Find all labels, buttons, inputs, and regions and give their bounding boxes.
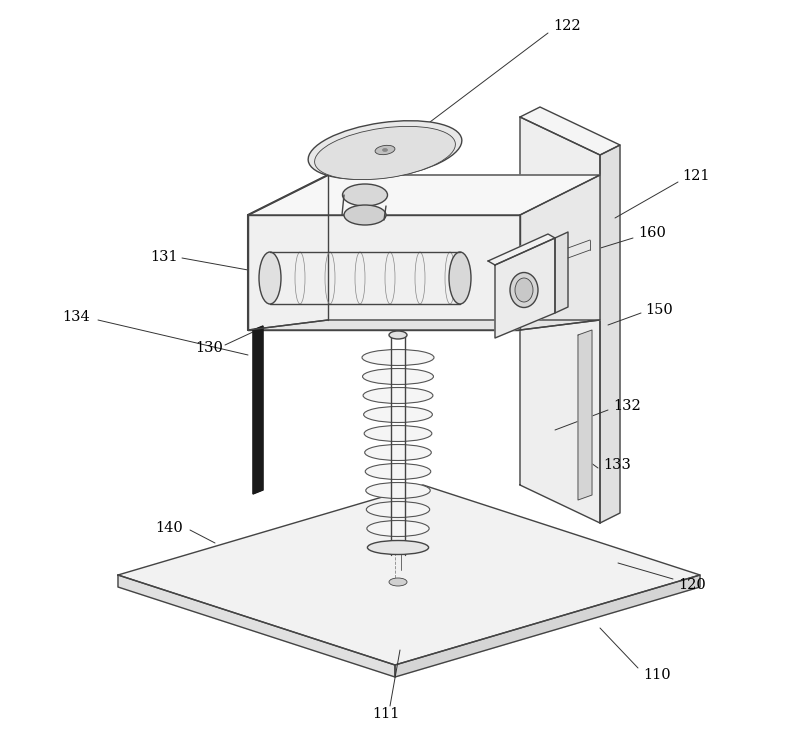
Ellipse shape xyxy=(362,369,434,384)
Ellipse shape xyxy=(308,121,462,180)
Text: 111: 111 xyxy=(372,707,399,721)
Polygon shape xyxy=(253,326,263,494)
Ellipse shape xyxy=(389,578,407,586)
Ellipse shape xyxy=(364,406,432,422)
Ellipse shape xyxy=(389,331,407,339)
Polygon shape xyxy=(600,145,620,523)
Ellipse shape xyxy=(364,425,432,442)
Polygon shape xyxy=(555,232,568,313)
Text: 150: 150 xyxy=(645,303,673,317)
Text: 131: 131 xyxy=(150,250,178,264)
Text: 110: 110 xyxy=(643,668,670,682)
Ellipse shape xyxy=(449,252,471,304)
Polygon shape xyxy=(395,575,700,677)
Polygon shape xyxy=(118,485,700,665)
Polygon shape xyxy=(520,175,600,330)
Ellipse shape xyxy=(510,272,538,308)
Text: 122: 122 xyxy=(553,19,581,33)
Polygon shape xyxy=(488,234,555,265)
Ellipse shape xyxy=(365,445,431,461)
Text: 121: 121 xyxy=(682,169,710,183)
Polygon shape xyxy=(118,575,395,677)
Text: 120: 120 xyxy=(678,578,706,592)
Polygon shape xyxy=(520,107,620,155)
Ellipse shape xyxy=(363,387,433,403)
Ellipse shape xyxy=(367,520,429,537)
Ellipse shape xyxy=(375,145,395,155)
Text: 132: 132 xyxy=(613,399,641,413)
Text: 130: 130 xyxy=(195,341,223,355)
Text: 133: 133 xyxy=(603,458,631,472)
Ellipse shape xyxy=(366,501,430,517)
Polygon shape xyxy=(248,320,600,330)
Ellipse shape xyxy=(382,149,387,152)
Ellipse shape xyxy=(342,184,387,206)
Ellipse shape xyxy=(259,252,281,304)
Text: 134: 134 xyxy=(62,310,90,324)
Ellipse shape xyxy=(314,127,455,180)
Text: 140: 140 xyxy=(155,521,182,535)
Polygon shape xyxy=(495,238,555,338)
Polygon shape xyxy=(578,330,592,500)
Polygon shape xyxy=(520,117,600,523)
Ellipse shape xyxy=(366,483,430,498)
Ellipse shape xyxy=(366,464,430,479)
Text: 160: 160 xyxy=(638,226,666,240)
Ellipse shape xyxy=(344,205,386,225)
Ellipse shape xyxy=(367,540,429,554)
Ellipse shape xyxy=(515,278,533,302)
Polygon shape xyxy=(248,215,520,330)
Polygon shape xyxy=(248,175,600,215)
Ellipse shape xyxy=(362,350,434,366)
